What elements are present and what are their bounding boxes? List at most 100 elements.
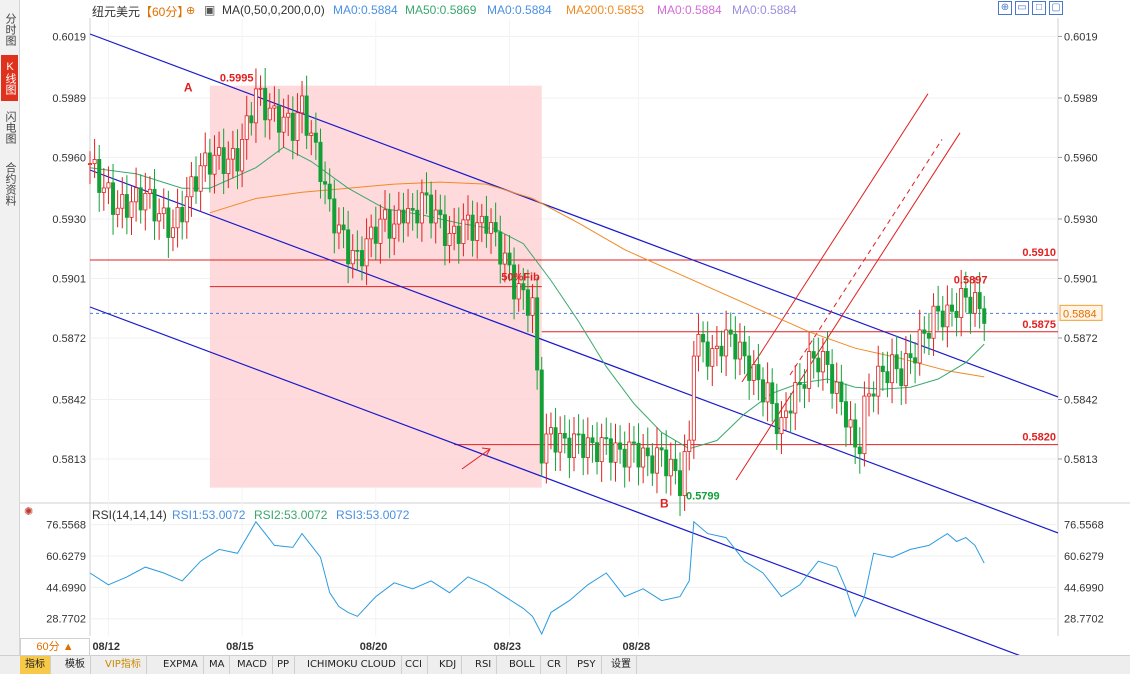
candle-body bbox=[493, 222, 498, 233]
candle-body bbox=[627, 441, 632, 468]
candle-body bbox=[949, 304, 954, 312]
restore-icon[interactable]: ▭ bbox=[1015, 1, 1029, 15]
candle-body bbox=[203, 152, 208, 167]
tab-ichimoku-cloud[interactable]: ICHIMOKU CLOUD bbox=[302, 656, 402, 674]
candle-body bbox=[599, 437, 604, 463]
close-icon[interactable]: ▢ bbox=[1049, 1, 1063, 15]
candle-body bbox=[908, 353, 913, 359]
tab-cci[interactable]: CCI bbox=[400, 656, 428, 674]
uptrend-channel-line bbox=[735, 132, 961, 481]
candle-body bbox=[147, 188, 152, 194]
rsi-tick-label-left: 76.5568 bbox=[46, 520, 86, 532]
candle-body bbox=[880, 365, 885, 373]
candle-body bbox=[502, 252, 507, 265]
candle-body bbox=[784, 410, 789, 418]
candle-body bbox=[696, 334, 701, 357]
maximize-icon[interactable]: □ bbox=[1032, 1, 1046, 15]
tab-vip-indicators[interactable]: VIP指标 bbox=[100, 656, 147, 674]
price-tick-label-right: 0.5872 bbox=[1064, 333, 1098, 345]
candle-body bbox=[871, 393, 876, 397]
candle-body bbox=[687, 439, 692, 452]
candle-body bbox=[576, 433, 581, 436]
candle-body bbox=[659, 447, 664, 451]
candle-body bbox=[618, 442, 623, 450]
ma-value-1: MA0:0.5884 bbox=[333, 3, 398, 17]
fit-icon[interactable]: ⊕ bbox=[998, 1, 1012, 15]
candle-body bbox=[926, 332, 931, 339]
candle-body bbox=[221, 147, 226, 175]
candle-body bbox=[760, 379, 765, 403]
tab-macd[interactable]: MACD bbox=[232, 656, 273, 674]
tab-cr[interactable]: CR bbox=[542, 656, 567, 674]
candle-body bbox=[415, 209, 420, 224]
rsi-settings-icon[interactable]: ✺ bbox=[24, 506, 34, 518]
candle-body bbox=[977, 292, 982, 310]
candle-body bbox=[756, 364, 761, 381]
candle-body bbox=[373, 226, 378, 244]
candle-body bbox=[959, 288, 964, 318]
candle-body bbox=[111, 182, 116, 215]
candle-body bbox=[590, 437, 595, 444]
candle-body bbox=[585, 437, 590, 458]
tab-boll[interactable]: BOLL bbox=[504, 656, 541, 674]
candle-body bbox=[525, 289, 530, 316]
tab-psy[interactable]: PSY bbox=[572, 656, 602, 674]
candle-body bbox=[295, 112, 300, 141]
chart-canvas[interactable]: 0.5910 0.5875 0.5820 50%Fib 0.5884 A 0.5995 B 0.… bbox=[0, 0, 1130, 655]
sidebar-tab-kline[interactable]: K线图 bbox=[1, 55, 18, 101]
rsi1-value: RSI1:53.0072 bbox=[172, 508, 246, 522]
tab-indicators[interactable]: 指标 bbox=[20, 656, 51, 674]
fib-label: 50%Fib bbox=[501, 272, 540, 284]
candle-body bbox=[198, 165, 203, 192]
candle-body bbox=[710, 348, 715, 367]
candle-body bbox=[212, 154, 217, 175]
candle-body bbox=[954, 310, 959, 318]
candle-body bbox=[830, 364, 835, 394]
candle-body bbox=[668, 458, 673, 477]
candle-body bbox=[350, 249, 355, 265]
tab-settings[interactable]: 设置 bbox=[606, 656, 637, 674]
candle-body bbox=[724, 329, 729, 357]
price-tick-label-right: 0.5901 bbox=[1064, 273, 1098, 285]
candle-body bbox=[475, 222, 480, 241]
candle-body bbox=[751, 364, 756, 381]
candle-body bbox=[825, 350, 830, 365]
candle-body bbox=[383, 209, 388, 220]
candle-body bbox=[645, 447, 650, 457]
candle-body bbox=[899, 368, 904, 387]
candle-body bbox=[737, 341, 742, 360]
indicator-toggle-icon[interactable]: ▣ bbox=[204, 3, 216, 17]
candle-body bbox=[922, 329, 927, 334]
candle-body bbox=[558, 433, 563, 453]
ma-value-5: MA0:0.5884 bbox=[657, 3, 722, 17]
period-selector[interactable]: 60分 ▲ bbox=[20, 638, 90, 656]
candle-body bbox=[313, 132, 318, 143]
period-label: 【60分】 bbox=[140, 5, 190, 19]
tab-templates[interactable]: 模板 bbox=[60, 656, 91, 674]
candle-body bbox=[682, 451, 687, 497]
tab-kdj[interactable]: KDJ bbox=[434, 656, 463, 674]
candle-body bbox=[673, 458, 678, 472]
tab-pp[interactable]: PP bbox=[272, 656, 296, 674]
level-label: 0.5820 bbox=[1022, 432, 1056, 444]
settings-icon[interactable]: ⊕ bbox=[186, 5, 196, 17]
point-a-label: A bbox=[184, 81, 193, 95]
candle-body bbox=[691, 355, 696, 441]
candle-body bbox=[903, 353, 908, 387]
candle-body bbox=[562, 433, 567, 439]
candle-body bbox=[774, 403, 779, 435]
candle-body bbox=[572, 433, 577, 458]
candle-body bbox=[300, 95, 305, 114]
tab-rsi[interactable]: RSI bbox=[470, 656, 498, 674]
sidebar-tab-contract[interactable]: 合约资料 bbox=[4, 162, 16, 206]
candle-body bbox=[240, 139, 245, 172]
candle-body bbox=[129, 201, 134, 218]
sidebar bbox=[0, 0, 20, 673]
sidebar-tab-timeshare[interactable]: 分时图 bbox=[4, 12, 16, 46]
candle-body bbox=[410, 208, 415, 211]
candle-body bbox=[364, 238, 369, 267]
tab-expma[interactable]: EXPMA bbox=[158, 656, 204, 674]
sidebar-tab-flash[interactable]: 闪电图 bbox=[4, 110, 16, 144]
candle-body bbox=[913, 357, 918, 364]
tab-ma[interactable]: MA bbox=[204, 656, 231, 674]
